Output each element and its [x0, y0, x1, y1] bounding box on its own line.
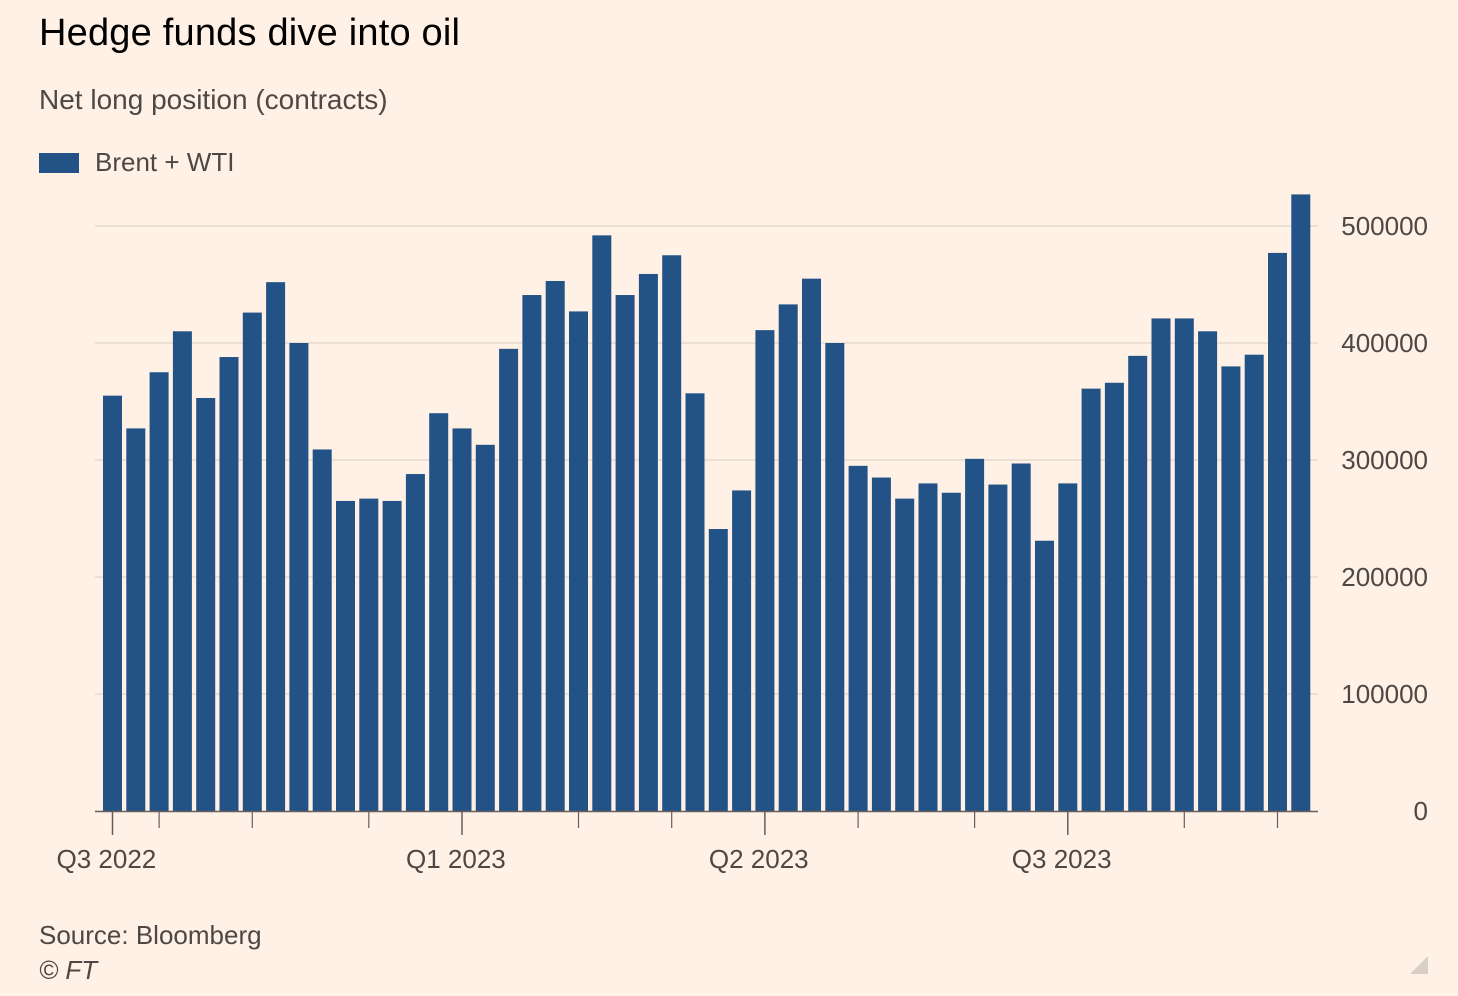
bar — [941, 492, 961, 811]
bar — [1198, 331, 1218, 811]
bar — [732, 490, 752, 811]
bar — [452, 428, 472, 811]
bar — [1221, 366, 1241, 811]
bar — [149, 372, 169, 811]
bar — [1244, 354, 1264, 811]
bar — [1174, 318, 1194, 811]
y-tick-label: 100000 — [1341, 679, 1428, 709]
bar — [988, 484, 1008, 811]
resize-handle-icon[interactable] — [1410, 956, 1428, 974]
bar — [499, 348, 519, 811]
y-tick-label: 200000 — [1341, 562, 1428, 592]
bar — [1128, 355, 1148, 811]
bar — [638, 273, 658, 812]
bar — [662, 255, 682, 811]
bar — [266, 282, 286, 811]
bar — [312, 449, 332, 811]
bar — [219, 357, 239, 811]
bar — [405, 474, 425, 811]
bar — [172, 331, 192, 811]
bar — [825, 343, 845, 811]
bar — [848, 465, 868, 811]
bar — [871, 477, 891, 811]
bar — [918, 483, 938, 811]
x-tick-label: Q1 2023 — [406, 844, 506, 874]
bar — [615, 295, 635, 811]
y-tick-label: 300000 — [1341, 445, 1428, 475]
legend-swatch — [39, 152, 79, 173]
bar — [965, 458, 985, 811]
bar — [1081, 388, 1101, 811]
x-tick-label: Q3 2022 — [57, 844, 157, 874]
y-tick-label: 0 — [1414, 796, 1428, 826]
bar — [778, 304, 798, 811]
bar — [475, 444, 495, 811]
bar — [1035, 540, 1054, 811]
bar — [895, 498, 915, 811]
bar — [545, 280, 565, 811]
bar — [592, 235, 612, 812]
legend-label: Brent + WTI — [95, 147, 235, 177]
bar — [126, 428, 146, 811]
x-tick-label: Q2 2023 — [709, 844, 809, 874]
bar — [1291, 194, 1311, 811]
y-tick-label: 400000 — [1341, 328, 1428, 358]
bar — [196, 397, 216, 811]
bar — [289, 343, 309, 811]
bar — [755, 330, 775, 811]
copyright-note: © FT — [39, 955, 98, 985]
bar — [1268, 252, 1287, 811]
chart-title: Hedge funds dive into oil — [39, 12, 461, 54]
bar — [382, 500, 402, 811]
bar — [802, 278, 821, 811]
bar — [103, 395, 122, 811]
bar — [1058, 483, 1078, 811]
chart-subtitle: Net long position (contracts) — [39, 84, 388, 115]
bar — [522, 295, 542, 811]
bar — [1151, 318, 1171, 811]
y-tick-label: 500000 — [1341, 211, 1428, 241]
bar — [359, 498, 379, 811]
bar — [429, 413, 449, 811]
bar — [1011, 463, 1031, 811]
bar — [1104, 382, 1124, 811]
bar — [242, 312, 262, 811]
bar — [708, 529, 728, 811]
source-note: Source: Bloomberg — [39, 920, 262, 950]
bar — [336, 500, 355, 811]
legend: Brent + WTI — [39, 147, 234, 178]
x-tick-label: Q3 2023 — [1012, 844, 1112, 874]
bar — [569, 311, 588, 811]
bar — [685, 393, 705, 811]
